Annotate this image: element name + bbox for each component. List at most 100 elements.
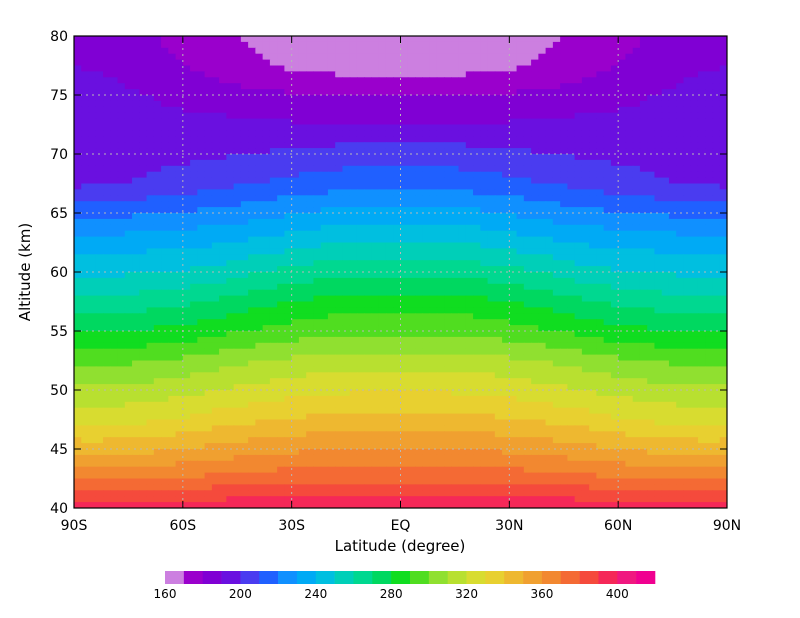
contour-cell — [422, 283, 431, 291]
contour-cell — [661, 41, 670, 49]
contour-cell — [436, 183, 445, 190]
contour-cell — [661, 213, 670, 220]
contour-cell — [451, 77, 460, 84]
contour-cell — [161, 266, 169, 273]
contour-cell — [560, 77, 568, 84]
contour-cell — [523, 177, 532, 185]
contour-cell — [639, 106, 648, 114]
contour-cell — [407, 360, 416, 367]
contour-cell — [356, 136, 365, 143]
contour-cell — [103, 112, 111, 120]
contour-cell — [88, 36, 97, 43]
contour-cell — [110, 319, 119, 326]
contour-cell — [88, 307, 97, 314]
contour-cell — [574, 71, 583, 78]
contour-cell — [494, 348, 503, 356]
contour-cell — [110, 65, 119, 72]
contour-cell — [298, 136, 307, 143]
contour-cell — [654, 218, 663, 226]
contour-cell — [415, 130, 423, 137]
contour-cell — [248, 218, 256, 226]
contour-cell — [429, 242, 438, 249]
contour-cell — [284, 124, 293, 131]
contour-cell — [465, 260, 474, 267]
contour-cell — [226, 154, 235, 161]
contour-cell — [545, 95, 554, 102]
contour-cell — [668, 325, 677, 332]
contour-cell — [190, 189, 198, 196]
contour-cell — [291, 165, 300, 173]
contour-cell — [531, 313, 539, 320]
contour-cell — [168, 165, 177, 173]
contour-cell — [719, 260, 727, 267]
contour-cell — [342, 313, 351, 320]
contour-cell — [480, 106, 489, 114]
contour-cell — [320, 319, 329, 326]
contour-cell — [581, 301, 590, 308]
contour-cell — [639, 36, 648, 43]
contour-cell — [74, 295, 82, 303]
contour-cell — [654, 230, 663, 238]
contour-cell — [574, 148, 583, 155]
contour-cell — [269, 159, 278, 167]
contour-cell — [277, 342, 286, 350]
contour-cell — [211, 59, 220, 67]
contour-cell — [560, 112, 568, 120]
contour-cell — [589, 254, 597, 261]
contour-cell — [502, 254, 510, 261]
contour-cell — [74, 118, 82, 126]
contour-cell — [313, 236, 322, 244]
contour-cell — [436, 201, 445, 208]
contour-cell — [523, 100, 532, 108]
contour-cell — [161, 189, 169, 196]
contour-cell — [269, 248, 278, 255]
contour-cell — [509, 331, 518, 338]
contour-cell — [233, 71, 242, 78]
contour-cell — [552, 331, 561, 338]
contour-cell — [415, 272, 423, 279]
contour-cell — [342, 336, 351, 344]
contour-cell — [473, 213, 481, 220]
contour-cell — [364, 301, 373, 308]
contour-cell — [335, 118, 344, 126]
contour-cell — [560, 260, 568, 267]
contour-cell — [139, 218, 148, 226]
contour-cell — [668, 336, 677, 344]
contour-cell — [516, 277, 525, 285]
contour-cell — [327, 266, 336, 273]
contour-cell — [625, 83, 634, 90]
contour-cell — [356, 336, 365, 344]
contour-cell — [400, 106, 409, 114]
contour-cell — [668, 236, 677, 244]
contour-cell — [603, 283, 612, 291]
contour-cell — [204, 165, 213, 173]
contour-cell — [182, 53, 191, 61]
contour-cell — [190, 272, 198, 279]
contour-cell — [668, 136, 677, 143]
contour-cell — [291, 65, 300, 72]
contour-cell — [124, 325, 133, 332]
contour-cell — [371, 295, 380, 303]
contour-cell — [110, 272, 119, 279]
contour-cell — [240, 242, 249, 249]
contour-cell — [415, 154, 423, 161]
contour-cell — [661, 236, 670, 244]
contour-cell — [190, 89, 198, 96]
contour-cell — [204, 313, 213, 320]
contour-cell — [610, 307, 619, 314]
contour-cell — [538, 313, 547, 320]
contour-cell — [610, 83, 619, 90]
contour-cell — [560, 336, 568, 344]
contour-cell — [335, 177, 344, 185]
contour-cell — [415, 142, 423, 149]
contour-cell — [415, 283, 423, 291]
contour-cell — [400, 136, 409, 143]
contour-cell — [647, 183, 656, 190]
contour-cell — [545, 254, 554, 261]
contour-cell — [197, 331, 206, 338]
contour-cell — [509, 277, 518, 285]
contour-cell — [356, 277, 365, 285]
contour-cell — [327, 236, 336, 244]
contour-cell — [552, 336, 561, 344]
contour-cell — [255, 47, 264, 55]
